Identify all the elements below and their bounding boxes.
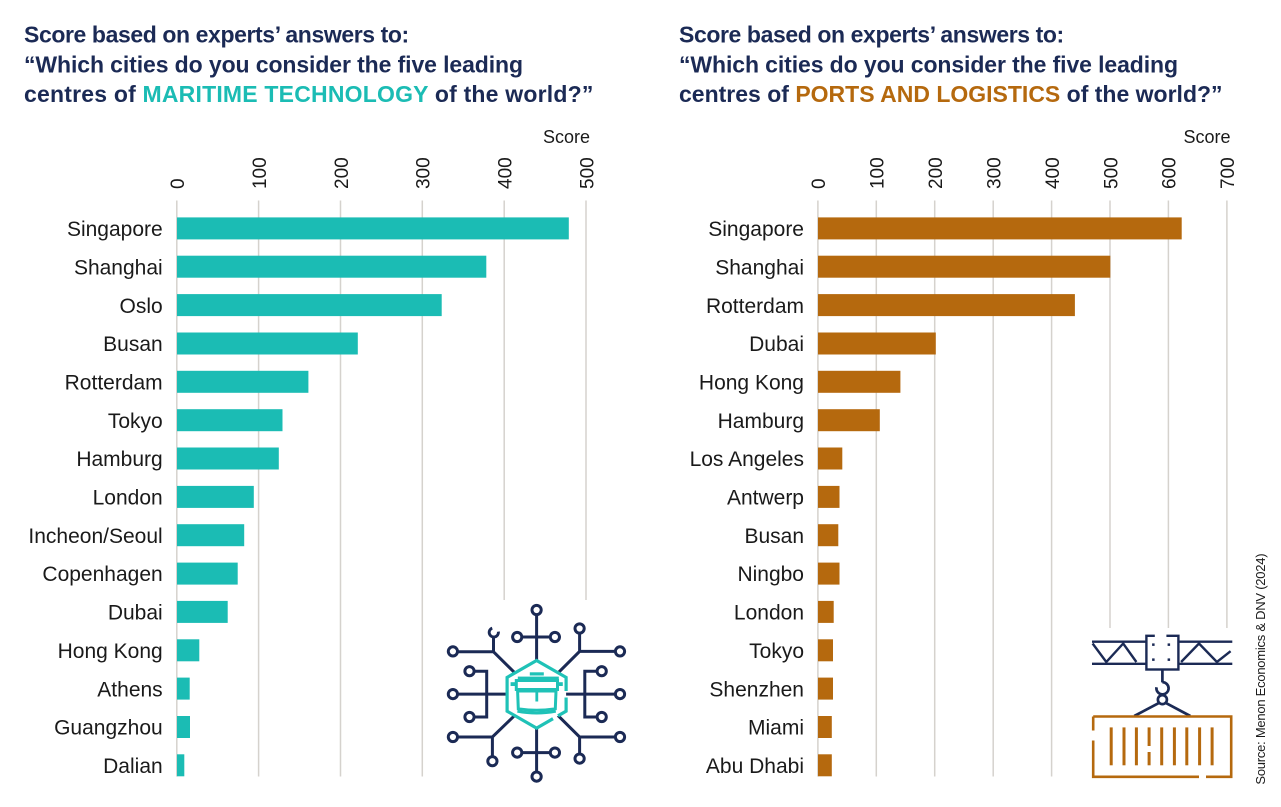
svg-text:300: 300 <box>414 157 435 189</box>
svg-text:Dubai: Dubai <box>108 602 163 625</box>
svg-text:Singapore: Singapore <box>67 218 163 241</box>
svg-text:0: 0 <box>168 178 189 189</box>
svg-text:centres of PORTS AND LOGISTICS: centres of PORTS AND LOGISTICS of the wo… <box>679 81 1223 107</box>
svg-text:London: London <box>93 487 163 510</box>
svg-text:500: 500 <box>577 157 598 189</box>
svg-text:Rotterdam: Rotterdam <box>706 295 804 318</box>
svg-text:Shanghai: Shanghai <box>74 256 163 279</box>
svg-text:200: 200 <box>332 157 353 189</box>
svg-text:“Which cities do you consider: “Which cities do you consider the five l… <box>24 51 523 77</box>
svg-text:Copenhagen: Copenhagen <box>42 563 162 586</box>
svg-text:Tokyo: Tokyo <box>108 410 163 433</box>
svg-text:Score: Score <box>543 127 590 147</box>
svg-text:centres of MARITIME TECHNOLOGY: centres of MARITIME TECHNOLOGY of the wo… <box>24 81 594 107</box>
svg-text:Hong Kong: Hong Kong <box>58 640 163 663</box>
svg-text:Abu Dhabi: Abu Dhabi <box>706 755 804 778</box>
svg-text:Shanghai: Shanghai <box>715 256 804 279</box>
svg-text:500: 500 <box>1101 157 1122 189</box>
svg-text:100: 100 <box>250 157 271 189</box>
svg-text:Incheon/Seoul: Incheon/Seoul <box>28 525 162 548</box>
svg-text:Hamburg: Hamburg <box>718 410 804 433</box>
svg-text:Guangzhou: Guangzhou <box>54 717 163 740</box>
svg-text:Los Angeles: Los Angeles <box>690 448 804 471</box>
svg-text:“Which cities do you consider: “Which cities do you consider the five l… <box>679 51 1178 77</box>
svg-text:Dubai: Dubai <box>749 333 804 356</box>
svg-text:Hamburg: Hamburg <box>76 448 162 471</box>
svg-text:Busan: Busan <box>744 525 804 548</box>
svg-text:400: 400 <box>496 157 517 189</box>
svg-text:0: 0 <box>809 178 830 189</box>
svg-text:Dalian: Dalian <box>103 755 163 778</box>
svg-text:Rotterdam: Rotterdam <box>65 372 163 395</box>
svg-text:Source: Menon Economics & DNV: Source: Menon Economics & DNV (2024) <box>1253 554 1268 785</box>
svg-text:Hong Kong: Hong Kong <box>699 372 804 395</box>
svg-text:Shenzhen: Shenzhen <box>709 678 804 701</box>
svg-text:Score: Score <box>1183 127 1230 147</box>
svg-text:600: 600 <box>1160 157 1181 189</box>
svg-text:Busan: Busan <box>103 333 163 356</box>
svg-text:Miami: Miami <box>748 717 804 740</box>
svg-text:700: 700 <box>1218 157 1239 189</box>
svg-text:Score based on experts’ answer: Score based on experts’ answers to: <box>679 22 1064 48</box>
svg-text:Score based on experts’ answer: Score based on experts’ answers to: <box>24 22 409 48</box>
svg-text:Antwerp: Antwerp <box>727 487 804 510</box>
svg-text:400: 400 <box>1043 157 1064 189</box>
svg-text:Singapore: Singapore <box>708 218 804 241</box>
svg-text:Athens: Athens <box>97 678 162 701</box>
svg-text:100: 100 <box>868 157 889 189</box>
svg-text:300: 300 <box>985 157 1006 189</box>
svg-text:London: London <box>734 602 804 625</box>
svg-text:Ningbo: Ningbo <box>737 563 804 586</box>
svg-text:Oslo: Oslo <box>120 295 163 318</box>
svg-text:Tokyo: Tokyo <box>749 640 804 663</box>
svg-text:200: 200 <box>926 157 947 189</box>
